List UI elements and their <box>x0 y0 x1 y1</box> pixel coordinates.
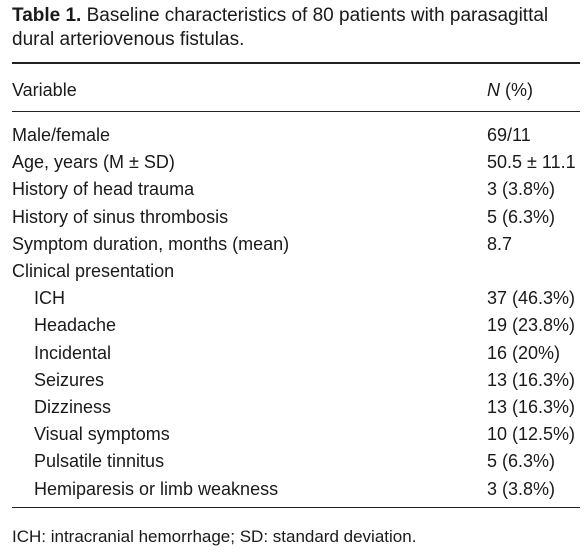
caption-text: Baseline characteristics of 80 patients … <box>12 5 549 50</box>
row-value: 3 (3.8%) <box>487 179 556 200</box>
row-label: Seizures <box>34 369 105 390</box>
bottom-rule <box>12 507 580 508</box>
row-value: 19 (23.8%) <box>487 315 576 336</box>
row-value: 37 (46.3%) <box>487 288 576 309</box>
table-row: Pulsatile tinnitus 5 (6.3%) <box>12 448 580 474</box>
caption-label: Table 1. <box>12 5 82 26</box>
row-value: 13 (16.3%) <box>487 397 576 417</box>
table-row: History of head trauma 3 (3.8%) <box>12 176 580 202</box>
header-rule <box>12 111 580 112</box>
header-unit: (%) <box>505 80 534 100</box>
row-value: 13 (16.3%) <box>487 369 576 390</box>
row-label: History of head trauma <box>12 179 195 200</box>
row-label: Symptom duration, months (mean) <box>12 233 290 254</box>
header-symbol: N <box>487 80 500 100</box>
header-row: Variable N (%) <box>12 77 580 103</box>
header-cell: Variable <box>12 80 77 100</box>
row-label: Hemiparesis or limb weakness <box>34 478 279 499</box>
group-label: Clinical presentation <box>12 261 175 281</box>
row-value: 10 (12.5%) <box>487 424 576 445</box>
table-row: ICH 37 (46.3%) <box>12 285 580 311</box>
row-value: 69/11 <box>487 125 531 145</box>
row-value: 50.5 ± 11.1 <box>487 152 576 173</box>
row-label: Male/female <box>12 125 111 145</box>
row-label: ICH <box>34 288 65 309</box>
row-value: 5 (6.3%) <box>487 451 556 472</box>
header-cell: N (%) <box>487 77 533 103</box>
row-label: Incidental <box>34 342 112 363</box>
row-label: Pulsatile tinnitus <box>34 451 165 472</box>
table-row: Symptom duration, months (mean) 8.7 <box>12 231 580 257</box>
row-value: 5 (6.3%) <box>487 206 556 227</box>
table-row: Male/female 69/11 <box>12 122 580 148</box>
table-row: Dizziness 13 (16.3%) <box>12 394 580 420</box>
table-row: Incidental 16 (20%) <box>12 340 580 366</box>
row-value: 16 (20%) <box>487 342 561 363</box>
footnote: ICH: intracranial hemorrhage; SD: standa… <box>12 527 417 546</box>
table-row: Age, years (M ± SD) 50.5 ± 11.1 <box>12 149 580 175</box>
caption: Table 1. Baseline characteristics of 80 … <box>12 4 582 52</box>
table-row: Seizures 13 (16.3%) <box>12 367 580 393</box>
row-label: History of sinus thrombosis <box>12 206 229 227</box>
row-label: Dizziness <box>34 397 112 417</box>
table-row: History of sinus thrombosis 5 (6.3%) <box>12 204 580 230</box>
row-label: Visual symptoms <box>34 424 170 445</box>
group-row: Clinical presentation <box>12 258 580 284</box>
row-value: 3 (3.8%) <box>487 478 556 499</box>
row-label: Headache <box>34 315 117 336</box>
table-row: Headache 19 (23.8%) <box>12 312 580 338</box>
table-row: Visual symptoms 10 (12.5%) <box>12 421 580 447</box>
row-label: Age, years (M ± SD) <box>12 152 175 173</box>
table-row: Hemiparesis or limb weakness 3 (3.8%) <box>12 476 580 502</box>
row-value: 8.7 <box>487 233 513 254</box>
top-rule <box>12 62 580 64</box>
